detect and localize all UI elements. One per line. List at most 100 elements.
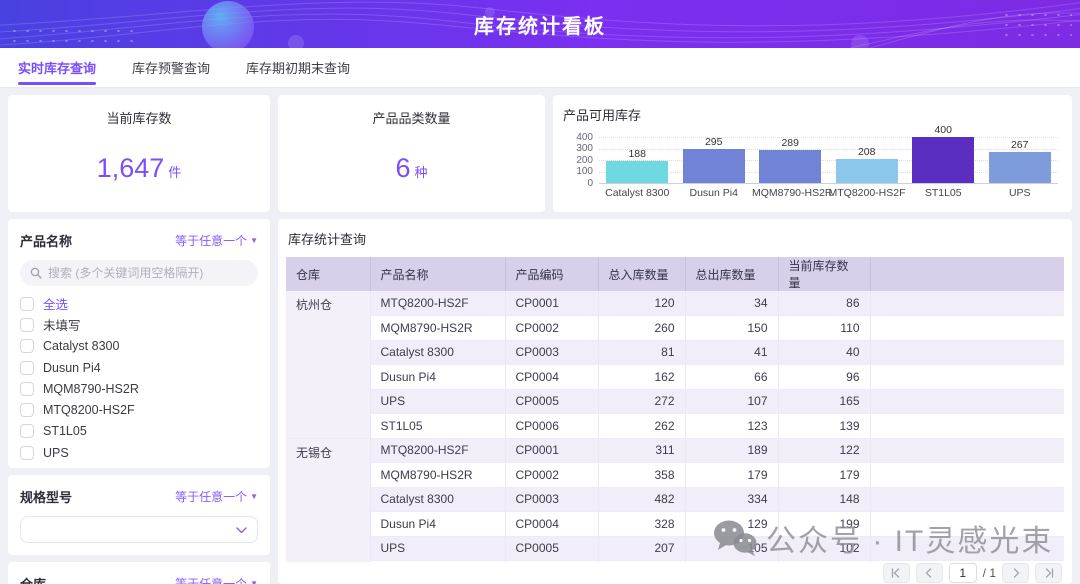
product-option-ST1L05[interactable]: ST1L05 — [20, 421, 258, 442]
table-cell: 102 — [778, 536, 871, 561]
option-label: ST1L05 — [43, 424, 87, 439]
checkbox[interactable] — [20, 424, 34, 439]
option-label: Catalyst 8300 — [43, 339, 120, 354]
checkbox[interactable] — [20, 339, 34, 354]
page-number-input[interactable] — [948, 563, 977, 583]
table-row: ST1L05 CP0006 262 123 139 — [286, 413, 1064, 439]
table-cell: CP0004 — [505, 511, 599, 537]
operator-dropdown[interactable]: 等于任意一个 ▼ — [175, 488, 258, 505]
product-option-Catalyst 8300[interactable]: Catalyst 8300 — [20, 336, 258, 357]
bar-Catalyst 8300[interactable] — [606, 161, 669, 183]
bar-UPS[interactable] — [988, 152, 1051, 183]
product-option-UPS[interactable]: UPS — [20, 442, 258, 463]
product-search-input[interactable] — [48, 266, 248, 280]
table-cell — [870, 438, 1064, 463]
table-cell: MTQ8200-HS2F — [370, 438, 506, 463]
tab-1[interactable]: 实时库存查询 — [18, 48, 97, 87]
triangle-down-icon: ▼ — [250, 492, 258, 501]
prev-page-button[interactable] — [915, 563, 943, 583]
filter-panel-warehouse: 仓库 等于任意一个 ▼ — [8, 562, 270, 584]
product-option-MQM8790-HS2R[interactable]: MQM8790-HS2R — [20, 378, 258, 399]
table-cell: Catalyst 8300 — [370, 487, 506, 512]
table-cell: ST1L05 — [370, 413, 506, 439]
gridline-200 — [599, 160, 1058, 161]
y-tick-label: 400 — [576, 131, 593, 143]
bar-value-label: 188 — [628, 148, 646, 161]
table-cell: 34 — [685, 291, 779, 316]
inventory-data-table: 仓库 产品名称 产品编码 总入库数量 总出库数量 当前库存数量 杭州仓 MTQ8200-HS2… — [286, 257, 1064, 584]
last-page-icon — [1045, 568, 1053, 578]
table-cell — [870, 462, 1064, 488]
product-option-未填写[interactable]: 未填写 — [20, 314, 258, 335]
next-page-button[interactable] — [1002, 563, 1029, 583]
table-cell: 110 — [778, 315, 871, 341]
column-header-产品名称: 产品名称 — [370, 257, 506, 291]
chart-slot: 188 — [599, 137, 675, 183]
table-cell: CP0005 — [505, 389, 599, 414]
bar-Dusun Pi4[interactable] — [682, 149, 745, 183]
bar-value-label: 289 — [781, 136, 799, 149]
table-cell: 207 — [598, 536, 686, 561]
bar-MQM8790-HS2R[interactable] — [759, 149, 822, 183]
chart-slot: 267 — [982, 137, 1058, 183]
table-cell: 162 — [598, 364, 686, 390]
table-cell: 81 — [598, 340, 686, 365]
gridline-400 — [599, 137, 1058, 138]
table-cell: 179 — [778, 462, 871, 488]
table-cell: CP0002 — [505, 315, 599, 341]
table-cell: 107 — [685, 389, 779, 414]
filter-title: 产品名称 — [20, 234, 73, 249]
product-option-list: 全选 未填写 Catalyst 8300 Dusun Pi4 MQM8790-HS2R M… — [8, 291, 270, 465]
table-cell: 96 — [778, 364, 871, 390]
column-header-总出库数量: 总出库数量 — [685, 257, 779, 291]
x-tick-label: MQM8790-HS2R — [751, 187, 833, 199]
checkbox[interactable] — [20, 317, 34, 332]
table-cell: Dusun Pi4 — [370, 364, 506, 390]
checkbox[interactable] — [20, 445, 34, 460]
page-total-label: / 1 — [982, 566, 996, 580]
operator-label: 等于任意一个 — [175, 490, 248, 504]
bar-MTQ8200-HS2F[interactable] — [835, 159, 898, 183]
table-cell: 40 — [778, 340, 871, 365]
first-page-button[interactable] — [882, 563, 910, 583]
spec-model-select[interactable] — [20, 516, 258, 543]
product-option-全选[interactable]: 全选 — [20, 293, 258, 314]
tab-2[interactable]: 库存预警查询 — [132, 61, 211, 76]
x-tick-label: MTQ8200-HS2F — [828, 187, 906, 199]
table-row: MQM8790-HS2R CP0002 358 179 179 — [286, 462, 1064, 488]
x-tick-label: ST1L05 — [924, 187, 962, 199]
table-cell — [870, 340, 1064, 365]
chart-slot: 208 — [829, 137, 905, 183]
checkbox[interactable] — [20, 360, 34, 375]
y-tick-label: 100 — [576, 166, 593, 177]
last-page-button[interactable] — [1035, 563, 1062, 583]
table-cell: 179 — [685, 462, 779, 488]
tab-3[interactable]: 库存期初期末查询 — [246, 61, 351, 76]
table-cell: 66 — [685, 364, 779, 390]
table-cell: 86 — [778, 291, 871, 316]
checkbox[interactable] — [20, 381, 34, 396]
bar-ST1L05[interactable] — [912, 137, 975, 183]
column-header-仓库: 仓库 — [286, 257, 371, 291]
inventory-table-card: 库存统计查询 仓库 产品名称 产品编码 总入库数量 总出库数量 当前库存数量 杭州仓 MTQ8… — [278, 219, 1072, 584]
operator-dropdown[interactable]: 等于任意一个 ▼ — [175, 232, 258, 249]
table-row: UPS CP0005 272 107 165 — [286, 389, 1064, 414]
checkbox[interactable] — [20, 296, 34, 311]
category-count: 6 — [395, 153, 411, 183]
checkbox[interactable] — [20, 403, 34, 418]
product-option-Dusun Pi4[interactable]: Dusun Pi4 — [20, 357, 258, 378]
product-option-MTQ8200-HS2F[interactable]: MTQ8200-HS2F — [20, 399, 258, 420]
table-cell: 148 — [778, 487, 871, 512]
table-cell: 358 — [598, 462, 686, 488]
y-tick-label: 0 — [587, 177, 593, 189]
column-header-产品编码: 产品编码 — [505, 257, 599, 291]
chevron-right-icon — [1013, 568, 1019, 578]
operator-dropdown[interactable]: 等于任意一个 ▼ — [175, 575, 258, 584]
table-cell — [870, 389, 1064, 414]
bar-value-label: 267 — [1010, 139, 1029, 152]
table-cell — [870, 413, 1064, 439]
triangle-down-icon: ▼ — [250, 236, 258, 245]
table-cell — [870, 315, 1064, 341]
